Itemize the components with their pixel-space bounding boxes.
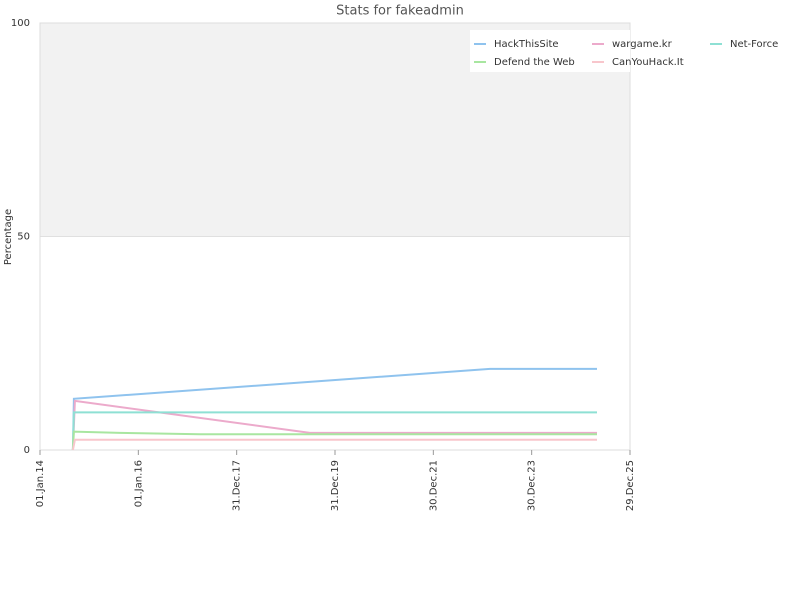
legend-box [470, 30, 630, 72]
series-line [71, 438, 597, 451]
chart-title: Stats for fakeadmin [336, 4, 464, 19]
legend-label: Defend the Web [494, 57, 575, 68]
legend-label: HackThisSite [494, 39, 559, 50]
x-tick-label: 29.Dec.25 [625, 460, 636, 511]
y-tick-label: 0 [24, 445, 30, 456]
x-tick-label: 30.Dec.23 [527, 460, 538, 511]
legend-label: wargame.kr [612, 39, 673, 50]
legend-label: Net-Force [730, 39, 778, 50]
x-tick-label: 01.Jan.14 [35, 460, 46, 507]
x-tick-label: 30.Dec.21 [428, 460, 439, 511]
legend: HackThisSite wargame.kr Net-Force Defend th… [470, 30, 778, 72]
x-tick-label: 01.Jan.16 [133, 460, 144, 507]
y-axis-label: Percentage [3, 209, 14, 265]
x-tick-label: 31.Dec.19 [330, 460, 341, 511]
series-line [71, 430, 597, 451]
y-tick-label: 50 [17, 232, 30, 243]
legend-label: CanYouHack.It [612, 57, 684, 68]
y-tick-label: 100 [11, 18, 30, 29]
x-tick-label: 31.Dec.17 [232, 460, 243, 511]
